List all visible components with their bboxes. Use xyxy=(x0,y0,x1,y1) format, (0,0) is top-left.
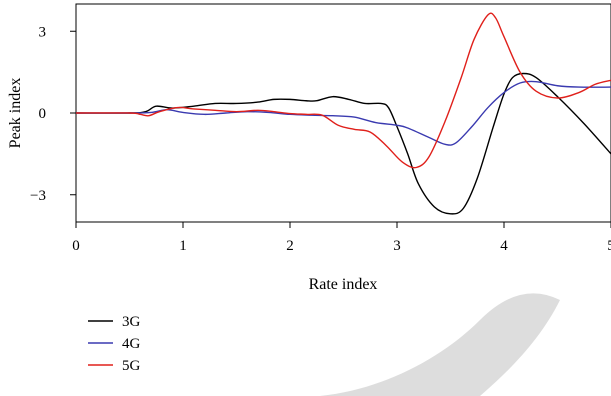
watermark-shape xyxy=(320,293,560,396)
x-axis-title: Rate index xyxy=(309,276,378,293)
series-layer xyxy=(76,12,611,215)
x-tick-label: 4 xyxy=(500,238,508,254)
legend: 3G 4G 5G xyxy=(88,314,141,374)
legend-label-3g: 3G xyxy=(122,314,141,330)
axes: 0 1 2 3 4 5 3 0 −3 xyxy=(30,24,611,254)
y-axis-title: Peak index xyxy=(7,78,24,149)
series-line-3g xyxy=(76,72,611,215)
x-tick-label: 1 xyxy=(179,238,187,254)
legend-label-5g: 5G xyxy=(122,358,141,374)
y-tick-label: 3 xyxy=(39,24,47,40)
x-tick-label: 0 xyxy=(72,238,80,254)
legend-label-4g: 4G xyxy=(122,336,141,352)
x-tick-label: 2 xyxy=(286,238,294,254)
y-tick-label: −3 xyxy=(30,188,46,204)
y-tick-label: 0 xyxy=(39,106,47,122)
x-tick-label: 3 xyxy=(393,238,401,254)
x-tick-label: 5 xyxy=(607,238,611,254)
series-line-5g xyxy=(76,12,611,169)
series-line-4g xyxy=(76,80,611,146)
